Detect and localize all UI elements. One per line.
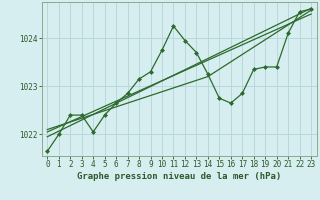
X-axis label: Graphe pression niveau de la mer (hPa): Graphe pression niveau de la mer (hPa) xyxy=(77,172,281,181)
